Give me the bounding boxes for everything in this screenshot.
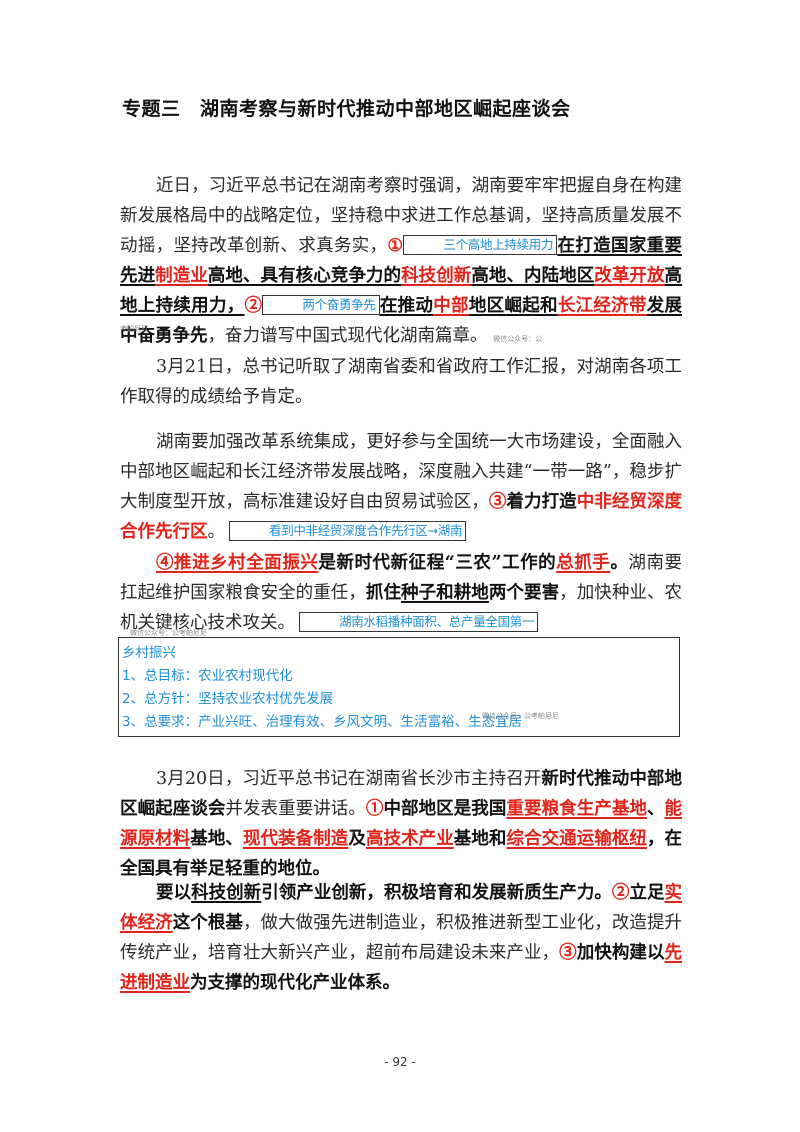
paragraph-march-21: 3月21日，总书记听取了湖南省委和省政府工作汇报，对湖南各项工作取得的成绩给予肯…: [120, 352, 682, 412]
annotation-box-rice: 湖南水稻播种面积、总产量全国第一: [299, 612, 539, 632]
highlight-yangtze-belt: 长江经济带: [557, 296, 647, 316]
text-bold: 在推动: [379, 296, 434, 316]
text: 。: [207, 522, 226, 542]
page-title: 专题三 湖南考察与新时代推动中部地区崛起座谈会: [122, 98, 571, 120]
text: 3月21日，总书记听取了湖南省委和省政府工作汇报，对湖南各项工作取得的成绩给予肯…: [120, 357, 682, 407]
text-bold: 发展: [646, 296, 683, 316]
text-bold: 着力打造: [506, 492, 577, 512]
text-bold: 要以: [156, 883, 192, 903]
circle-number-3: ③: [488, 492, 507, 512]
highlight-rural-revitalization: ④推进乡村全面振兴: [156, 553, 319, 573]
text-bold: 基地和: [453, 829, 507, 849]
circle-number-3: ③: [559, 943, 577, 963]
paragraph-hunan-inspection: 近日，习近平总书记在湖南考察时强调，湖南要牢牢把握自身在构建新发展格局中的战略定…: [120, 171, 682, 354]
text: ，奋力谱写中国式现代化湖南篇章。: [207, 326, 488, 346]
text-bold-underline: 种子和耕地: [401, 583, 489, 603]
text-bold: 为支撑的现代化产业体系。: [190, 973, 400, 993]
paragraph-industrial-system: 要以科技创新引领产业创新，积极培育和发展新质生产力。②立足实体经济这个根基，做大…: [120, 878, 682, 998]
text-bold: 高地、具有核心竞争力的: [207, 266, 402, 286]
text-bold: 、: [646, 799, 665, 819]
text-bold: 抓住: [365, 583, 402, 603]
highlight-manufacturing: 制造业: [155, 266, 208, 286]
circle-number-2: ②: [611, 883, 630, 903]
text-bold: 高地上持续用力，: [120, 266, 683, 316]
highlight-reform-opening: 改革开放: [594, 266, 665, 286]
highlight-china-africa-zone: 中非经贸深度合作先行区: [120, 492, 683, 542]
highlight-high-tech: 高技术产业: [365, 829, 454, 849]
text-bold: 是新时代新征程“三农”工作的: [318, 553, 557, 573]
highlight-tech-innovation: 科技创新: [401, 266, 472, 286]
text-bold: 立足: [629, 883, 665, 903]
watermark: 考帕尼尼: [120, 325, 148, 333]
watermark: 微信公众号：公考帕尼尼: [482, 712, 559, 720]
text-bold: 地区崛起和: [468, 296, 558, 316]
text: 并发表重要讲话。: [225, 799, 366, 819]
highlight-transport-hub: 综合交通运输枢纽: [506, 829, 647, 849]
text-bold: 新时代推动中部地区崛起座谈会: [120, 769, 683, 819]
note-item-3: 3、总要求：产业兴旺、治理有效、乡风文明、生活富裕、生态宜居: [122, 714, 523, 730]
text-bold: ，在全国具有举足轻重的地位。: [120, 829, 683, 879]
highlight-grain-base: 重要粮食生产基地: [506, 799, 647, 819]
text-bold: 。: [610, 553, 629, 573]
text-bold: 高地、内陆地区: [471, 266, 595, 286]
note-item-2: 2、总方针：坚持农业农村优先发展: [122, 691, 334, 707]
highlight-equipment-manufacturing: 现代装备制造: [242, 829, 349, 849]
text: 湖南要扛起维护国家粮食安全的重任，: [120, 553, 682, 603]
highlight-real-economy: 实体经济: [120, 883, 683, 933]
paragraph-march-20-symposium: 3月20日，习近平总书记在湖南省长沙市主持召开新时代推动中部地区崛起座谈会并发表…: [120, 764, 682, 884]
text-bold: 在打造国家重要先进: [120, 236, 682, 286]
circle-number-1: ①: [387, 236, 404, 256]
annotation-box-china-africa: 看到中非经贸深度合作先行区→湖南: [229, 521, 467, 541]
text: ，加快种业、农机关键核心技术攻关。: [120, 583, 683, 633]
highlight-advanced-manufacturing: 先进制造业: [120, 943, 683, 993]
text: ，做大做强先进制造业，积极推进新型工业化，改造提升传统产业，培育壮大新兴产业，超…: [120, 913, 683, 963]
paragraph-rural-revitalization: ④推进乡村全面振兴是新时代新征程“三农”工作的总抓手。湖南要扛起维护国家粮食安全…: [120, 548, 682, 638]
text-bold-underline: 科技创新: [191, 883, 262, 903]
text-bold: 引领产业创新，积极培育和发展新质生产力。: [261, 883, 612, 903]
annotation-box-three-highlands: 三个高地上持续用力: [403, 235, 558, 255]
text-bold: 两个要害: [488, 583, 560, 603]
text-bold: 及: [348, 829, 366, 849]
page-number: - 92 -: [384, 1055, 416, 1069]
text: 近日，习近平总书记在湖南考察时强调，湖南要牢牢把握自身在构建新发展格局中的战略定…: [120, 176, 682, 256]
text: 湖南要加强改革系统集成，更好参与全国统一大市场建设，全面融入中部地区崛起和长江经…: [120, 432, 682, 512]
watermark: 微信公众号：公考帕尼尼: [130, 629, 207, 637]
note-item-1: 1、总目标：农业农村现代化: [122, 668, 293, 684]
highlight-central: 中部: [433, 296, 469, 316]
highlight-general-lever: 总抓手: [556, 553, 611, 573]
text-bold: 加快构建以: [576, 943, 665, 963]
text-bold: 中部地区是我国: [383, 799, 507, 819]
highlight-energy-materials: 能源原材料: [120, 799, 683, 849]
annotation-box-two-strive: 两个奋勇争先: [262, 295, 380, 315]
text-bold: 基地、: [190, 829, 243, 849]
text-bold: 这个根基: [172, 913, 243, 933]
text: 3月20日，习近平总书记在湖南省长沙市主持召开: [156, 769, 542, 789]
text-bold: 中奋勇争先: [120, 326, 208, 346]
rural-revitalization-note-box: 乡村振兴 1、总目标：农业农村现代化 2、总方针：坚持农业农村优先发展 3、总要…: [118, 637, 680, 737]
circle-number-2: ②: [244, 296, 263, 316]
note-title: 乡村振兴: [122, 645, 176, 661]
watermark: 微信公众号：公: [493, 335, 543, 343]
circle-number-1: ①: [365, 799, 384, 819]
paragraph-reform-integration: 湖南要加强改革系统集成，更好参与全国统一大市场建设，全面融入中部地区崛起和长江经…: [120, 427, 682, 547]
